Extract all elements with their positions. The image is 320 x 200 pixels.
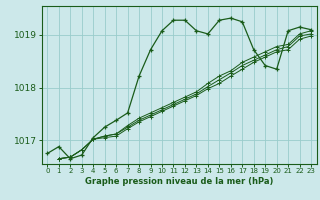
X-axis label: Graphe pression niveau de la mer (hPa): Graphe pression niveau de la mer (hPa) [85,177,273,186]
